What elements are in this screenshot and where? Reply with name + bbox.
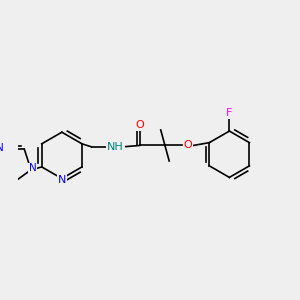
- Text: F: F: [226, 108, 232, 118]
- Text: NH: NH: [107, 142, 124, 152]
- Text: O: O: [184, 140, 193, 151]
- Text: N: N: [0, 143, 4, 153]
- Text: N: N: [58, 175, 66, 185]
- Text: N: N: [28, 164, 36, 173]
- Text: O: O: [135, 120, 144, 130]
